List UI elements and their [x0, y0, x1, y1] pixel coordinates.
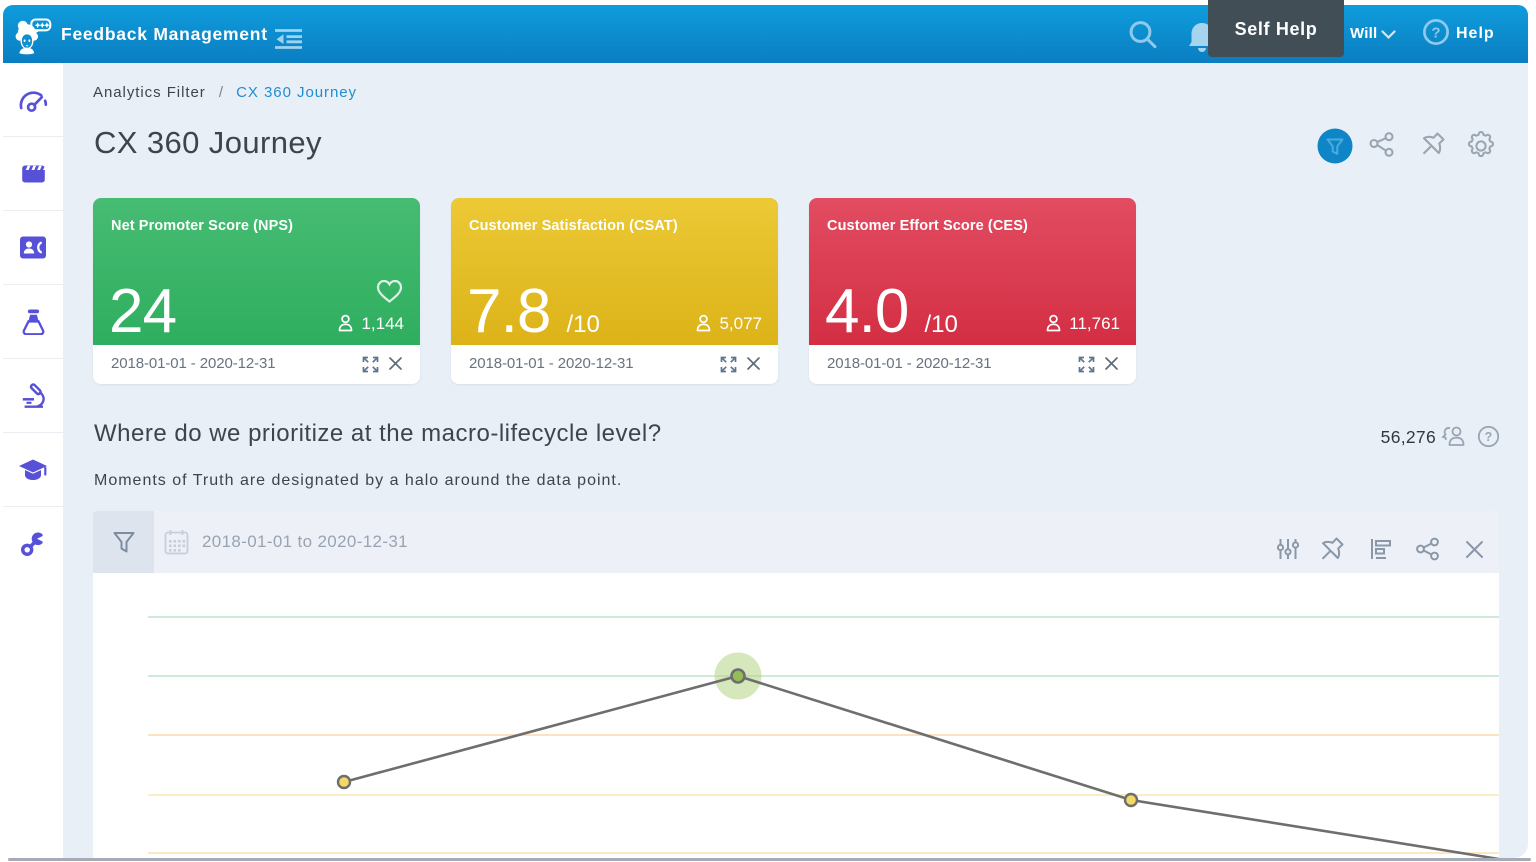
svg-text:?: ? [1431, 24, 1440, 41]
svg-text:?: ? [1485, 430, 1493, 444]
